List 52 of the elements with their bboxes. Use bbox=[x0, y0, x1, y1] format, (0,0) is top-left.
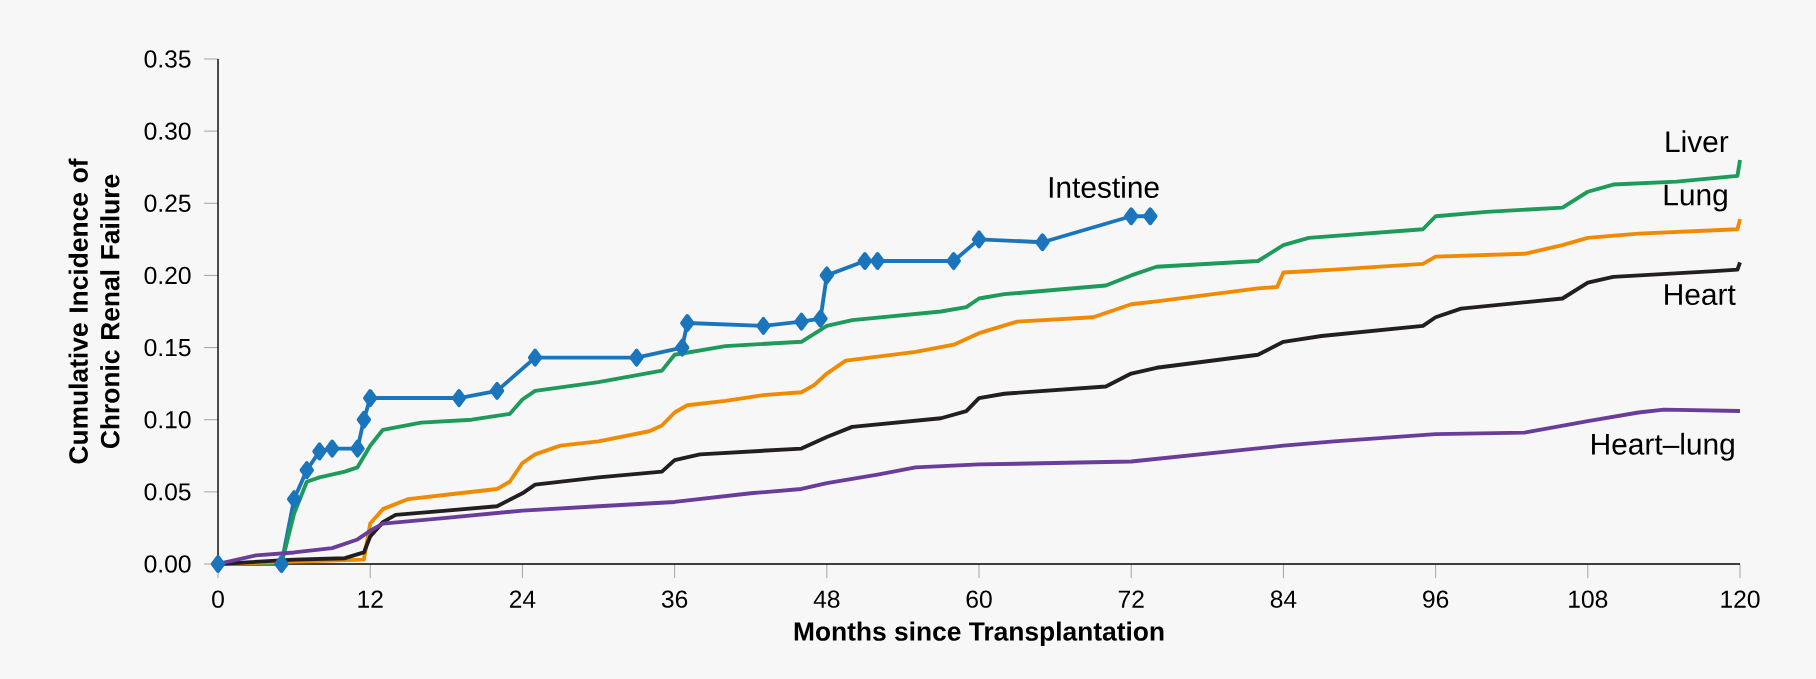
point bbox=[1143, 207, 1158, 226]
y-tick-label: 0.10 bbox=[144, 411, 191, 429]
point bbox=[675, 338, 690, 357]
y-tick-label: 0.35 bbox=[144, 50, 191, 68]
y-tick-label: 0.20 bbox=[144, 266, 191, 285]
point bbox=[356, 410, 372, 429]
x-tick-label: 48 bbox=[813, 590, 840, 608]
series-label: Liver bbox=[1666, 130, 1729, 153]
x-tick-label: 108 bbox=[1569, 590, 1608, 608]
x-tick-label: 60 bbox=[966, 590, 992, 608]
point bbox=[1124, 207, 1139, 226]
series-label: Intestine bbox=[1049, 176, 1159, 198]
point bbox=[680, 314, 695, 332]
point bbox=[312, 442, 327, 461]
point bbox=[350, 439, 365, 458]
point bbox=[946, 252, 961, 270]
y-tick-label: 0.25 bbox=[144, 194, 191, 212]
y-tick-label: 0.30 bbox=[144, 122, 191, 140]
point bbox=[756, 316, 771, 335]
x-tick-label: 12 bbox=[358, 590, 383, 608]
x-tick-label: 84 bbox=[1270, 590, 1297, 608]
point bbox=[451, 389, 467, 408]
point bbox=[1035, 233, 1050, 252]
series-label: Heart bbox=[1665, 284, 1736, 306]
y-tick-label: 0.15 bbox=[144, 338, 191, 357]
point bbox=[819, 266, 835, 285]
point bbox=[794, 312, 809, 331]
y-axis-title: Cumulative Incidence of Chronic Renal Failure bbox=[68, 158, 120, 464]
point bbox=[971, 230, 987, 249]
point bbox=[210, 555, 226, 573]
point bbox=[286, 490, 302, 509]
x-tick-label: 0 bbox=[212, 590, 224, 608]
series-label: Lung bbox=[1664, 184, 1727, 212]
x-tick-label: 72 bbox=[1118, 590, 1144, 608]
point bbox=[629, 348, 644, 367]
point bbox=[527, 348, 543, 367]
point bbox=[363, 389, 378, 408]
point bbox=[324, 439, 340, 458]
x-tick-label: 120 bbox=[1721, 590, 1760, 608]
y-tick-label: 0.05 bbox=[144, 483, 191, 501]
x-axis-title: Months since Transplantation bbox=[794, 621, 1164, 647]
point bbox=[274, 555, 289, 573]
x-tick-label: 36 bbox=[661, 590, 688, 608]
x-tick-label: 96 bbox=[1423, 590, 1449, 608]
point bbox=[857, 252, 873, 270]
point bbox=[489, 381, 505, 400]
point bbox=[299, 461, 315, 480]
x-tick-label: 24 bbox=[509, 590, 536, 608]
point bbox=[870, 252, 885, 270]
point bbox=[813, 309, 828, 328]
y-tick-label: 0.00 bbox=[144, 555, 191, 573]
series-label: Heart–lung bbox=[1592, 432, 1734, 461]
